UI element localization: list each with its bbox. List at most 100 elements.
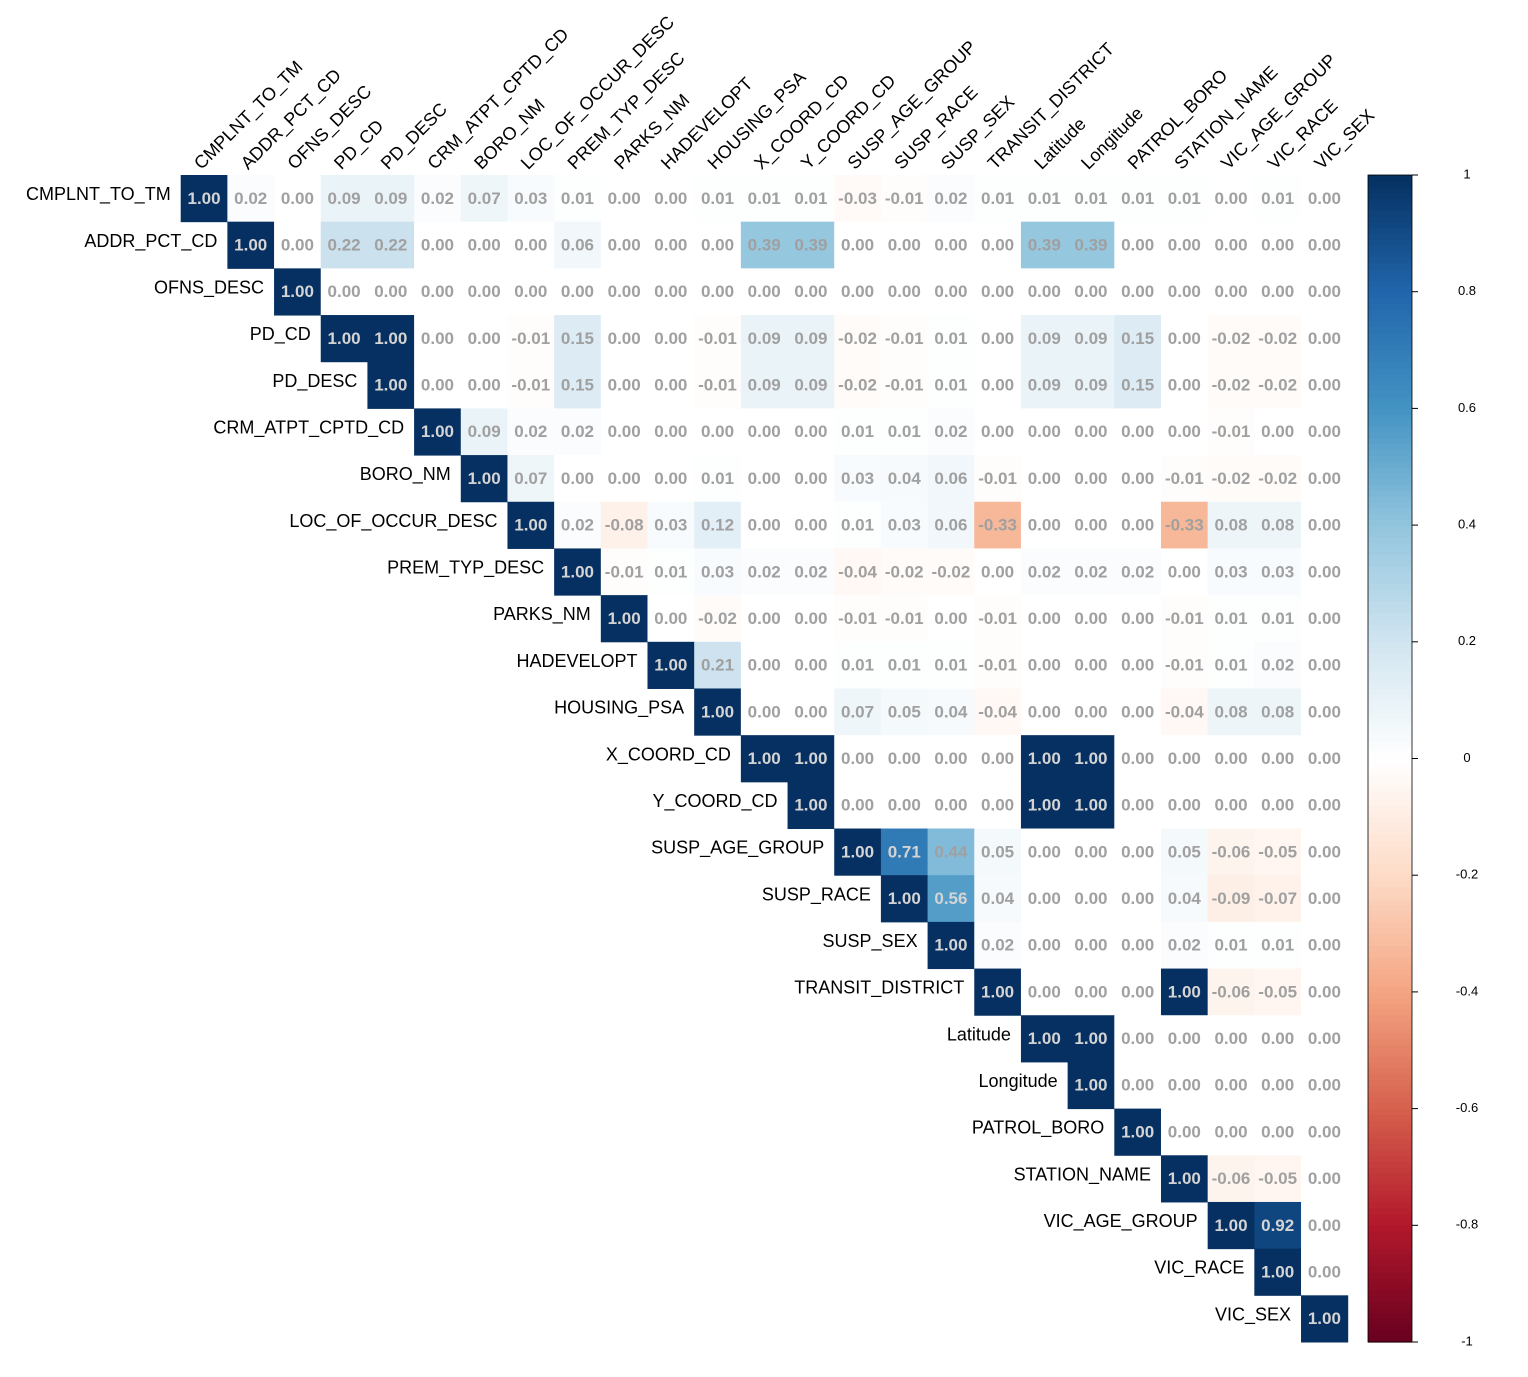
cell-label: 0.15 — [561, 329, 594, 348]
cell — [1020, 1015, 1069, 1063]
cell — [1114, 408, 1162, 456]
colorbar-segment — [1368, 799, 1412, 806]
cell-label: 1.00 — [1214, 1216, 1247, 1235]
colorbar-segment — [1368, 811, 1412, 818]
colorbar-segment — [1368, 624, 1412, 631]
cell — [1207, 875, 1255, 923]
cell — [600, 268, 648, 316]
cell — [1020, 221, 1069, 269]
cell-label: 0.01 — [654, 562, 687, 581]
cell — [600, 408, 648, 456]
cell — [647, 641, 695, 689]
cell — [880, 548, 929, 596]
cell-label: 0.01 — [888, 656, 921, 675]
colorbar-segment — [1368, 239, 1412, 246]
cell — [787, 361, 835, 409]
colorbar-segment — [1368, 548, 1412, 555]
cell — [1207, 1015, 1255, 1063]
colorbar-segment — [1368, 455, 1412, 462]
cell — [880, 688, 929, 736]
row-label: SUSP_AGE_GROUP — [651, 838, 824, 859]
colorbar-segment — [1368, 612, 1412, 620]
colorbar-segment — [1368, 513, 1412, 520]
colorbar-segment — [1368, 1336, 1412, 1343]
colorbar-segment — [1368, 997, 1412, 1005]
cell — [1114, 315, 1162, 363]
cell — [974, 268, 1022, 316]
colorbar-segment — [1368, 1131, 1412, 1139]
cell-label: -0.33 — [978, 516, 1017, 535]
cell — [787, 688, 835, 736]
cell-label: 0.02 — [561, 516, 594, 535]
cell-label: 0.00 — [1028, 609, 1061, 628]
cell-label: -0.01 — [511, 329, 550, 348]
cell-label: 0.00 — [1121, 842, 1154, 861]
cell — [694, 501, 742, 549]
colorbar-segment — [1368, 1219, 1412, 1226]
cell-label: 1.00 — [328, 329, 361, 348]
cell — [880, 641, 929, 689]
cell — [1020, 408, 1069, 456]
cell — [554, 268, 602, 316]
cell — [507, 175, 555, 223]
cell — [880, 221, 929, 269]
colorbar-segment — [1368, 1207, 1412, 1215]
colorbar-segment — [1368, 449, 1412, 456]
cell-label: 0.01 — [748, 189, 781, 208]
cell — [834, 175, 882, 223]
cell — [1114, 455, 1162, 503]
cell-label: 0.00 — [328, 282, 361, 301]
colorbar-segment — [1368, 600, 1412, 608]
cell-label: 0.00 — [1308, 516, 1341, 535]
row-label: VIC_AGE_GROUP — [1044, 1211, 1198, 1232]
cell — [1067, 595, 1115, 643]
cell-label: 0.00 — [934, 749, 967, 768]
cell — [507, 408, 555, 456]
cell — [600, 361, 648, 409]
cell — [834, 641, 882, 689]
colorbar-segment — [1368, 1073, 1412, 1081]
colorbar-segment — [1368, 326, 1412, 334]
cell — [1254, 361, 1302, 409]
cell-label: 1.00 — [374, 376, 407, 395]
cell — [1207, 1061, 1255, 1110]
cell-label: 0.03 — [514, 189, 547, 208]
colorbar-segment — [1368, 647, 1412, 655]
cell — [787, 548, 835, 596]
cell-label: 0.09 — [794, 329, 827, 348]
cell-label: 0.01 — [841, 656, 874, 675]
cell-label: 0.00 — [1214, 1076, 1247, 1095]
cell-label: 0.02 — [561, 422, 594, 441]
colorbar-segment — [1368, 618, 1412, 625]
row-label: PREM_TYP_DESC — [387, 558, 544, 579]
colorbar-segment — [1368, 1201, 1412, 1209]
row-label: PD_CD — [250, 324, 311, 345]
colorbar-segment — [1368, 740, 1412, 748]
cell-label: 0.01 — [934, 376, 967, 395]
cell — [1301, 361, 1349, 409]
row-label: Longitude — [979, 1071, 1058, 1091]
colorbar-segment — [1368, 1079, 1412, 1086]
cell-label: 0.00 — [1308, 982, 1341, 1001]
cell-label: 0.00 — [1308, 562, 1341, 581]
cell-label: 0.00 — [1074, 656, 1107, 675]
colorbar-segment — [1368, 1330, 1412, 1337]
cell — [1114, 175, 1162, 223]
colorbar-segment — [1368, 250, 1412, 258]
cell — [1160, 268, 1209, 316]
cell — [1114, 781, 1162, 830]
cell — [1254, 828, 1302, 876]
colorbar-segment — [1368, 507, 1412, 515]
colorbar-segment — [1368, 1231, 1412, 1238]
cell — [1301, 735, 1349, 783]
cell-label: 0.03 — [1261, 562, 1294, 581]
cell-label: 0.00 — [1121, 936, 1154, 955]
row-label: PD_DESC — [272, 371, 357, 392]
colorbar-segment — [1368, 1248, 1412, 1256]
cell-label: 0.03 — [841, 469, 874, 488]
cell-label: 0.01 — [1121, 189, 1154, 208]
cell-label: 0.00 — [1074, 702, 1107, 721]
cell — [927, 501, 975, 549]
cell — [1207, 501, 1255, 549]
